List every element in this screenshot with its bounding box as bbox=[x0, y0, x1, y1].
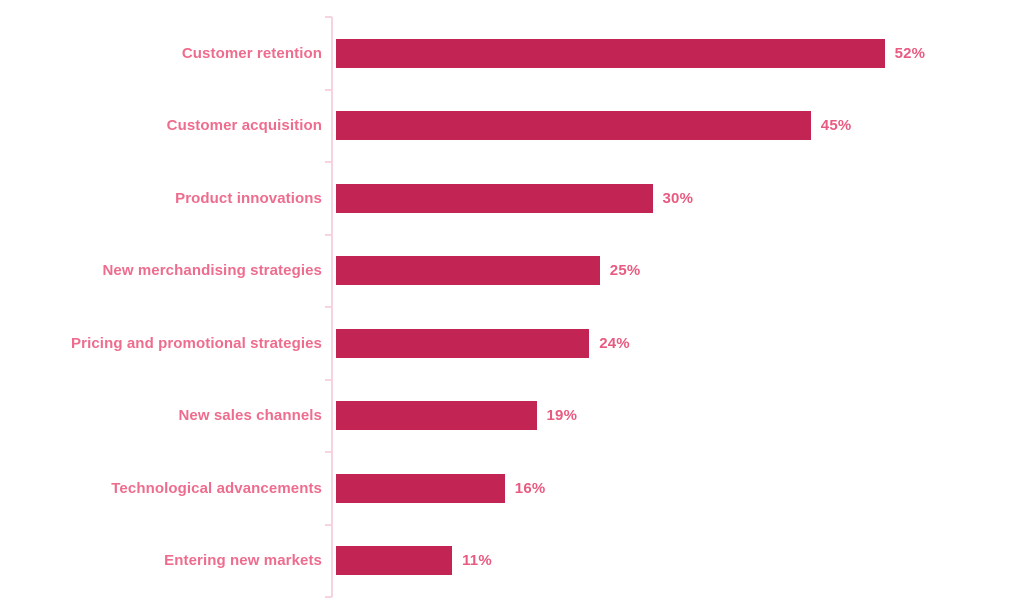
y-axis-line bbox=[331, 17, 333, 597]
value-label: 16% bbox=[514, 479, 546, 497]
chart-row: Entering new markets 11% bbox=[0, 525, 1024, 598]
value-label: 11% bbox=[462, 552, 492, 570]
axis-tick bbox=[325, 161, 332, 163]
category-label: New merchandising strategies bbox=[102, 262, 322, 280]
bar bbox=[336, 38, 885, 68]
axis-tick bbox=[325, 378, 332, 381]
bar bbox=[336, 183, 653, 213]
category-label: Customer acquisition bbox=[166, 117, 322, 135]
value-label: 45% bbox=[820, 117, 852, 135]
chart-row: Pricing and promotional strategies 24% bbox=[0, 307, 1024, 380]
chart-row: New sales channels 19% bbox=[0, 380, 1024, 453]
category-label: Entering new markets bbox=[164, 552, 322, 570]
axis-tick bbox=[325, 523, 332, 526]
value-label: 52% bbox=[894, 44, 926, 62]
chart-row: Technological advancements 16% bbox=[0, 452, 1024, 525]
bar bbox=[336, 256, 600, 286]
value-label: 19% bbox=[546, 407, 578, 425]
bar bbox=[336, 111, 811, 141]
axis-tick bbox=[325, 451, 332, 453]
axis-tick bbox=[325, 306, 332, 308]
axis-tick bbox=[325, 233, 332, 236]
axis-tick bbox=[325, 596, 332, 598]
bar bbox=[336, 546, 453, 576]
chart-row: Customer retention 52% bbox=[0, 17, 1024, 90]
axis-tick bbox=[325, 88, 332, 91]
category-label: Technological advancements bbox=[111, 479, 322, 497]
bar bbox=[336, 328, 590, 358]
bar-rows: Customer retention 52% Customer acquisit… bbox=[0, 17, 1024, 597]
axis-tick bbox=[325, 16, 332, 18]
value-label: 25% bbox=[609, 262, 641, 280]
category-label: New sales channels bbox=[178, 407, 322, 425]
value-label: 24% bbox=[599, 334, 630, 352]
bar bbox=[336, 473, 505, 503]
category-label: Product innovations bbox=[175, 189, 322, 207]
category-label: Customer retention bbox=[181, 44, 322, 62]
chart-row: Customer acquisition 45% bbox=[0, 90, 1024, 163]
value-label: 30% bbox=[662, 189, 694, 207]
chart-row: Product innovations 30% bbox=[0, 162, 1024, 235]
bar bbox=[336, 401, 537, 431]
category-label: Pricing and promotional strategies bbox=[71, 334, 322, 352]
chart-row: New merchandising strategies 25% bbox=[0, 235, 1024, 308]
